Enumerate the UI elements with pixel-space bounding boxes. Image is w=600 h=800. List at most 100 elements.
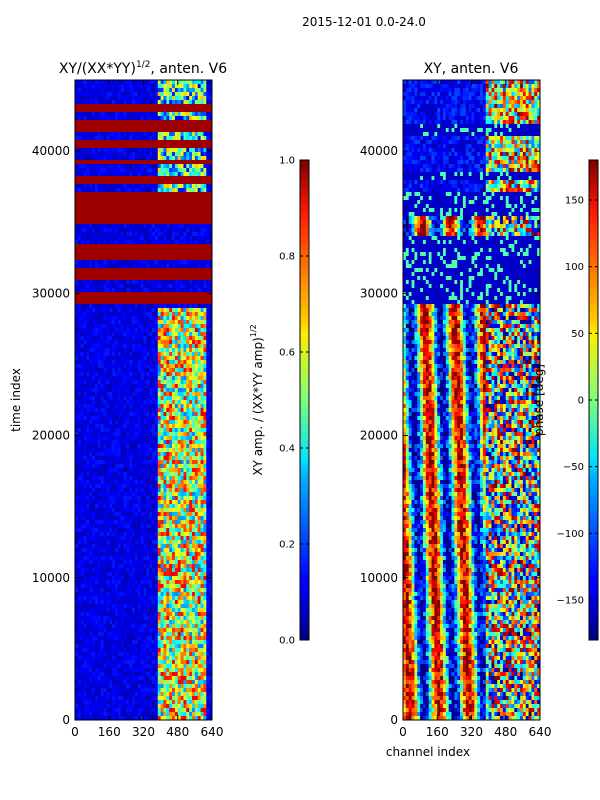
amp-heatmap-cell <box>203 388 207 393</box>
amp-heatmap-cell <box>203 108 207 113</box>
amp-heatmap-cell <box>172 268 176 273</box>
amp-heatmap-cell <box>106 88 110 93</box>
amp-heatmap-cell <box>166 440 170 445</box>
amp-heatmap-cell <box>143 364 147 369</box>
amp-heatmap-cell <box>172 140 176 145</box>
amp-heatmap-cell <box>92 92 96 97</box>
amp-heatmap-cell <box>92 284 96 289</box>
amp-heatmap-cell <box>140 368 144 373</box>
amp-heatmap-cell <box>200 324 204 329</box>
amp-heatmap-cell <box>77 236 82 241</box>
amp-heatmap-cell <box>112 464 116 469</box>
amp-heatmap-cell <box>192 216 196 221</box>
amp-heatmap-cell <box>194 488 199 493</box>
amp-heatmap-cell <box>166 344 170 349</box>
amp-heatmap-cell <box>189 324 193 329</box>
amp-heatmap-cell <box>149 256 153 261</box>
amp-heatmap-cell <box>97 456 102 461</box>
amp-heatmap-cell <box>94 112 99 117</box>
amp-heatmap-cell <box>200 420 204 425</box>
amp-heatmap-cell <box>126 244 130 249</box>
amp-heatmap-cell <box>200 480 204 485</box>
amp-heatmap-cell <box>106 212 110 217</box>
amp-heatmap-cell <box>206 232 210 237</box>
amp-heatmap-cell <box>206 284 210 289</box>
amp-heatmap-cell <box>100 260 104 265</box>
amp-heatmap-cell <box>80 496 84 501</box>
amp-heatmap-cell <box>100 180 104 185</box>
amp-heatmap-cell <box>134 480 139 485</box>
amp-heatmap-cell <box>189 128 193 133</box>
amp-heatmap-cell <box>174 392 179 397</box>
amp-heatmap-cell <box>137 204 142 209</box>
amp-heatmap-cell <box>194 160 199 165</box>
amp-heatmap-cell <box>209 296 212 301</box>
amp-heatmap-cell <box>117 432 122 437</box>
amp-heatmap-cell <box>83 416 87 421</box>
amp-heatmap-cell <box>109 216 113 221</box>
amp-heatmap-cell <box>75 140 79 145</box>
amp-heatmap-cell <box>97 160 102 165</box>
amp-heatmap-cell <box>166 260 170 265</box>
amp-heatmap-cell <box>75 204 79 209</box>
amp-heatmap-cell <box>89 292 93 297</box>
amp-heatmap-cell <box>117 124 122 129</box>
amp-heatmap-cell <box>206 244 210 249</box>
amp-heatmap-cell <box>134 468 139 473</box>
amp-heatmap-cell <box>94 368 99 373</box>
amp-heatmap-cell <box>166 284 170 289</box>
amp-heatmap-cell <box>192 376 196 381</box>
amp-heatmap-cell <box>97 80 102 85</box>
amp-heatmap-cell <box>117 128 122 133</box>
amp-heatmap-cell <box>154 284 159 289</box>
amp-heatmap-cell <box>114 312 119 317</box>
amp-heatmap-cell <box>109 304 113 309</box>
amp-heatmap-cell <box>157 488 162 493</box>
amp-heatmap-cell <box>129 288 133 293</box>
amp-heatmap-cell <box>197 152 201 157</box>
amp-heatmap-cell <box>177 148 181 153</box>
amp-heatmap-cell <box>197 356 201 361</box>
amp-heatmap-cell <box>177 152 181 157</box>
amp-heatmap-cell <box>134 152 139 157</box>
amp-heatmap-cell <box>137 428 142 433</box>
amp-heatmap-cell <box>186 212 190 217</box>
amp-heatmap-cell <box>129 132 133 137</box>
amp-heatmap-cell <box>197 340 201 345</box>
amp-heatmap-cell <box>183 460 187 465</box>
amp-heatmap-cell <box>149 100 153 105</box>
amp-heatmap-cell <box>143 360 147 365</box>
amp-heatmap-cell <box>140 136 144 141</box>
amp-heatmap-cell <box>192 340 196 345</box>
amp-heatmap-cell <box>123 128 127 133</box>
amp-heatmap-cell <box>183 352 187 357</box>
amp-heatmap-cell <box>97 344 102 349</box>
amp-heatmap-cell <box>80 108 84 113</box>
amp-heatmap-cell <box>180 436 184 441</box>
amp-heatmap-cell <box>174 296 179 301</box>
amp-heatmap-cell <box>80 272 84 277</box>
amp-heatmap-cell <box>143 144 147 149</box>
amp-heatmap-cell <box>83 400 87 405</box>
amp-heatmap-cell <box>129 268 133 273</box>
amp-heatmap-cell <box>203 380 207 385</box>
amp-heatmap-cell <box>194 240 199 245</box>
amp-heatmap-cell <box>103 396 107 401</box>
amp-heatmap-cell <box>77 132 82 137</box>
amp-heatmap-cell <box>106 400 110 405</box>
amp-heatmap-cell <box>166 184 170 189</box>
amp-heatmap-cell <box>180 364 184 369</box>
amp-heatmap-cell <box>200 136 204 141</box>
amp-heatmap-cell <box>172 96 176 101</box>
amp-heatmap-cell <box>94 204 99 209</box>
amp-heatmap-cell <box>123 184 127 189</box>
amp-heatmap-cell <box>112 312 116 317</box>
amp-heatmap-cell <box>180 160 184 165</box>
amp-heatmap-cell <box>200 468 204 473</box>
amp-heatmap-cell <box>126 112 130 117</box>
amp-heatmap-cell <box>194 472 199 477</box>
amp-heatmap-cell <box>160 476 164 481</box>
amp-heatmap-cell <box>166 88 170 93</box>
amp-heatmap-cell <box>86 296 90 301</box>
amp-heatmap-cell <box>114 160 119 165</box>
